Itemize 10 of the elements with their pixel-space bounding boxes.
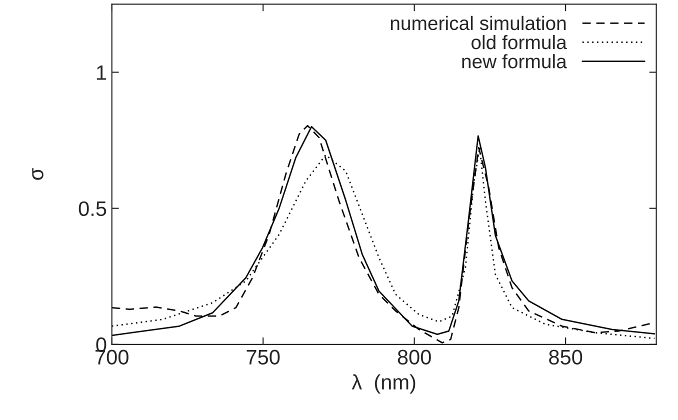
- y-axis-title: σ: [32, 168, 44, 180]
- x-tick-label: 750: [246, 350, 280, 365]
- y-tick-label: 0.5: [78, 201, 106, 216]
- x-tick-label: 850: [549, 350, 582, 365]
- x-tick-label: 800: [398, 350, 431, 365]
- legend-label: new formula: [462, 54, 567, 68]
- y-tick-label: 1: [97, 65, 106, 80]
- legend-label: old formula: [471, 34, 567, 50]
- x-axis-title: λ (nm): [352, 374, 416, 394]
- legend-label: numerical simulation: [390, 16, 566, 30]
